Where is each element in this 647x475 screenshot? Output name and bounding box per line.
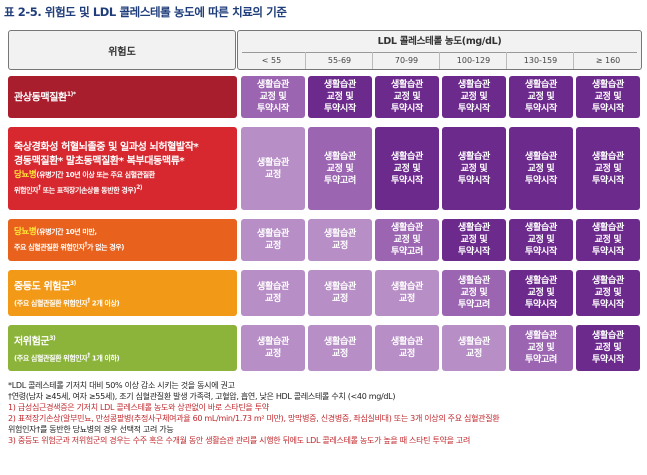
recommendation-cell: 생활습관 교정 및 투약시작	[509, 270, 573, 316]
recommendation-cell: 생활습관 교정 및 투약시작	[509, 127, 573, 210]
recommendation-cell: 생활습관 교정	[375, 325, 439, 371]
table-row: 관상동맥질환1)* 생활습관 교정 및 투약시작 생활습관 교정 및 투약시작 생활습관 교정…	[8, 76, 641, 118]
recommendation-cell: 생활습관 교정 및 투약고려	[442, 270, 506, 316]
risk-header: 위험도	[8, 30, 236, 70]
row-label-moderate-risk: 중등도 위험군3) (주요 심혈관질환 위험인자† 2개 이상)	[8, 270, 237, 316]
column-header: < 55	[261, 56, 282, 65]
table-row: 당뇨병(유병기간 10년 미만, 주요 심혈관질환 위험인자†가 없는 경우) …	[8, 219, 641, 261]
row-label-low-risk: 저위험군3) (주요 심혈관질환 위험인자† 1개 이하)	[8, 325, 237, 371]
footnote-line: †연령(남자 ≥45세, 여자 ≥55세), 조기 심혈관질환 발생 가족력, …	[8, 392, 396, 401]
table-row: 중등도 위험군3) (주요 심혈관질환 위험인자† 2개 이상) 생활습관 교정 생…	[8, 270, 641, 316]
column-header: 100-129	[439, 52, 507, 69]
recommendation-cell: 생활습관 교정	[375, 270, 439, 316]
footnote-line: *LDL 콜레스테롤 기저치 대비 50% 이상 감소 시키는 것을 동시에 권…	[8, 381, 235, 390]
row-label-coronary: 관상동맥질환1)*	[8, 76, 237, 118]
recommendation-cell: 생활습관 교정 및 투약고려	[308, 127, 372, 210]
column-header: 55-69	[305, 52, 373, 69]
recommendation-cell: 생활습관 교정 및 투약시작	[576, 127, 640, 210]
recommendation-cell: 생활습관 교정 및 투약시작	[375, 127, 439, 210]
recommendation-cell: 생활습관 교정	[308, 270, 372, 316]
recommendation-cell: 생활습관 교정 및 투약시작	[442, 76, 506, 118]
recommendation-cell: 생활습관 교정 및 투약시작	[576, 76, 640, 118]
ldl-header-title: LDL 콜레스테롤 농도(mg/dL)	[377, 36, 502, 47]
table-row: 죽상경화성 허혈뇌졸중 및 일과성 뇌허혈발작* 경동맥질환* 말초동맥질환* …	[8, 127, 641, 210]
recommendation-cell: 생활습관 교정 및 투약시작	[442, 127, 506, 210]
recommendation-cell: 생활습관 교정 및 투약시작	[576, 219, 640, 261]
recommendation-cell: 생활습관 교정 및 투약고려	[509, 325, 573, 371]
recommendation-cell: 생활습관 교정	[308, 219, 372, 261]
recommendation-cell: 생활습관 교정 및 투약시작	[576, 325, 640, 371]
recommendation-cell: 생활습관 교정 및 투약시작	[241, 76, 305, 118]
recommendation-cell: 생활습관 교정 및 투약시작	[442, 219, 506, 261]
footnote-line: 위험인자†를 동반한 당뇨병의 경우 선택적 고려 가능	[8, 425, 174, 434]
footnote-line: 1) 급성심근경색증은 기저치 LDL 콜레스테롤 농도와 상관없이 바로 스타…	[8, 403, 269, 412]
recommendation-cell: 생활습관 교정 및 투약시작	[375, 76, 439, 118]
footnote-line: 2) 표적장기손상(알부민뇨, 만성콩팥병(추정사구체여과율 60 mL/min…	[8, 414, 500, 423]
recommendation-cell: 생활습관 교정 및 투약시작	[509, 219, 573, 261]
column-header: 130-159	[506, 52, 574, 69]
row-label-atherosclerotic: 죽상경화성 허혈뇌졸중 및 일과성 뇌허혈발작* 경동맥질환* 말초동맥질환* …	[8, 127, 237, 210]
row-label-diabetes: 당뇨병(유병기간 10년 미만, 주요 심혈관질환 위험인자†가 없는 경우)	[8, 219, 237, 261]
recommendation-cell: 생활습관 교정	[241, 270, 305, 316]
column-header: 70-99	[372, 52, 440, 69]
table-title: 표 2-5. 위험도 및 LDL 콜레스테롤 농도에 따른 치료의 기준	[4, 5, 287, 19]
recommendation-cell: 생활습관 교정	[241, 219, 305, 261]
recommendation-cell: 생활습관 교정 및 투약시작	[509, 76, 573, 118]
column-header: ≥ 160	[573, 52, 642, 69]
footnotes: *LDL 콜레스테롤 기저치 대비 50% 이상 감소 시키는 것을 동시에 권…	[8, 380, 640, 446]
recommendation-cell: 생활습관 교정	[308, 325, 372, 371]
recommendation-cell: 생활습관 교정	[241, 127, 305, 210]
table-row: 저위험군3) (주요 심혈관질환 위험인자† 1개 이하) 생활습관 교정 생활습관…	[8, 325, 641, 371]
ldl-header: LDL 콜레스테롤 농도(mg/dL) < 55 55-69 70-99 100…	[237, 30, 642, 70]
footnote-line: 3) 중등도 위험군과 저위험군의 경우는 수주 혹은 수개월 동안 생활습관 …	[8, 436, 471, 445]
recommendation-cell: 생활습관 교정	[442, 325, 506, 371]
recommendation-cell: 생활습관 교정 및 투약시작	[576, 270, 640, 316]
recommendation-cell: 생활습관 교정	[241, 325, 305, 371]
recommendation-cell: 생활습관 교정 및 투약고려	[375, 219, 439, 261]
recommendation-cell: 생활습관 교정 및 투약시작	[308, 76, 372, 118]
